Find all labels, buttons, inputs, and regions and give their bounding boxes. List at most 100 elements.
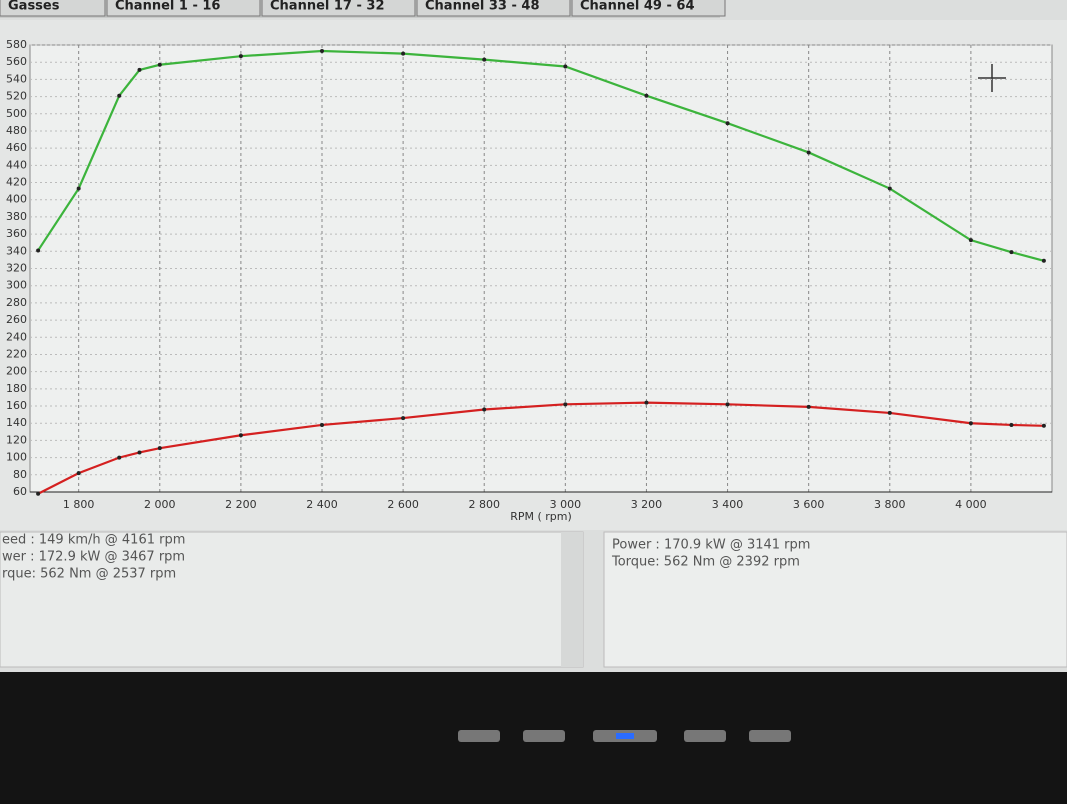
data-point xyxy=(137,450,142,455)
stat-line: Torque: 562 Nm @ 2392 rpm xyxy=(611,555,800,570)
data-point xyxy=(320,49,324,54)
x-tick-label: 1 800 xyxy=(63,498,95,511)
tab-label[interactable]: Channel 17 - 32 xyxy=(270,0,385,14)
monitor-button[interactable] xyxy=(458,730,500,742)
y-tick-label: 580 xyxy=(6,38,27,51)
data-point xyxy=(117,93,122,98)
tab-label[interactable]: Channel 1 - 16 xyxy=(115,0,220,14)
y-tick-label: 360 xyxy=(6,227,27,240)
y-tick-label: 200 xyxy=(6,365,27,378)
data-point xyxy=(563,64,568,69)
data-point xyxy=(1041,423,1046,428)
left-panel xyxy=(0,531,584,668)
x-tick-label: 3 800 xyxy=(874,498,906,511)
tab[interactable] xyxy=(106,0,261,17)
y-tick-label: 560 xyxy=(6,55,27,68)
y-tick-label: 440 xyxy=(6,158,27,171)
x-tick-label: 2 200 xyxy=(225,498,257,511)
x-tick-label: 2 600 xyxy=(387,498,419,511)
x-axis-label: RPM ( rpm) xyxy=(510,510,572,523)
data-point xyxy=(806,150,811,155)
monitor-button[interactable] xyxy=(523,730,565,742)
data-point xyxy=(76,186,81,191)
data-point xyxy=(238,433,243,438)
y-tick-label: 320 xyxy=(6,262,27,275)
x-tick-label: 3 000 xyxy=(550,498,582,511)
monitor-button[interactable] xyxy=(749,730,791,742)
power-led xyxy=(616,733,634,739)
data-point xyxy=(36,248,41,253)
tab[interactable] xyxy=(416,0,571,17)
y-tick-label: 480 xyxy=(6,124,27,137)
data-point xyxy=(157,62,162,67)
y-tick-label: 300 xyxy=(6,279,27,292)
y-tick-label: 260 xyxy=(6,313,27,326)
y-tick-label: 520 xyxy=(6,90,27,103)
data-point xyxy=(1009,422,1014,427)
tab[interactable] xyxy=(261,0,416,17)
y-tick-label: 160 xyxy=(6,399,27,412)
x-tick-label: 3 600 xyxy=(793,498,825,511)
data-point xyxy=(887,410,892,415)
stat-line: Power : 170.9 kW @ 3141 rpm xyxy=(612,538,810,553)
y-tick-label: 120 xyxy=(6,433,27,446)
y-tick-label: 280 xyxy=(6,296,27,309)
y-tick-label: 240 xyxy=(6,330,27,343)
x-tick-label: 3 200 xyxy=(631,498,663,511)
stat-line: eed : 149 km/h @ 4161 rpm xyxy=(2,533,185,548)
data-point xyxy=(563,402,568,407)
x-tick-label: 3 400 xyxy=(712,498,744,511)
data-point xyxy=(887,186,892,191)
data-point xyxy=(36,491,41,496)
data-point xyxy=(76,471,81,476)
x-tick-label: 4 000 xyxy=(955,498,987,511)
y-tick-label: 60 xyxy=(13,485,27,498)
data-point xyxy=(968,238,973,243)
y-tick-label: 220 xyxy=(6,347,27,360)
data-point xyxy=(137,67,142,72)
y-tick-label: 180 xyxy=(6,382,27,395)
y-tick-label: 540 xyxy=(6,72,27,85)
data-point xyxy=(157,446,162,451)
y-tick-label: 80 xyxy=(13,468,27,481)
right-panel xyxy=(603,531,1067,668)
stat-line: rque: 562 Nm @ 2537 rpm xyxy=(2,567,176,582)
y-tick-label: 340 xyxy=(6,244,27,257)
monitor-button[interactable] xyxy=(684,730,726,742)
data-point xyxy=(806,404,811,409)
y-tick-label: 400 xyxy=(6,193,27,206)
tab-label[interactable]: Gasses xyxy=(8,0,60,14)
x-tick-label: 2 400 xyxy=(306,498,338,511)
x-tick-label: 2 800 xyxy=(468,498,500,511)
scrollbar[interactable] xyxy=(561,532,583,667)
data-point xyxy=(238,54,243,59)
y-tick-label: 380 xyxy=(6,210,27,223)
data-point xyxy=(482,57,487,62)
y-tick-label: 460 xyxy=(6,141,27,154)
tab[interactable] xyxy=(0,0,106,17)
y-tick-label: 100 xyxy=(6,451,27,464)
data-point xyxy=(401,51,406,56)
data-point xyxy=(117,455,122,460)
data-point xyxy=(401,416,406,421)
x-tick-label: 2 000 xyxy=(144,498,176,511)
tab-label[interactable]: Channel 33 - 48 xyxy=(425,0,540,14)
y-tick-label: 420 xyxy=(6,176,27,189)
data-point xyxy=(1009,250,1014,255)
data-point xyxy=(1041,258,1046,263)
tab[interactable] xyxy=(571,0,726,17)
data-point xyxy=(482,407,487,412)
crosshair xyxy=(978,64,1006,92)
data-point xyxy=(725,121,730,126)
data-point xyxy=(644,400,649,405)
y-tick-label: 500 xyxy=(6,107,27,120)
data-point xyxy=(644,93,649,98)
y-tick-label: 140 xyxy=(6,416,27,429)
data-point xyxy=(968,421,973,426)
data-point xyxy=(725,402,730,407)
data-point xyxy=(320,422,324,427)
tab-label[interactable]: Channel 49 - 64 xyxy=(580,0,695,14)
stat-line: wer : 172.9 kW @ 3467 rpm xyxy=(2,550,185,565)
